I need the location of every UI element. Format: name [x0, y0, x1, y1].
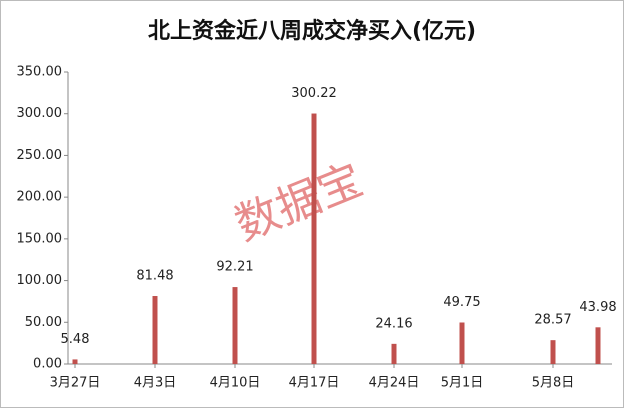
- y-tick-label: 0.00: [33, 357, 62, 372]
- y-tick-label: 250.00: [17, 148, 63, 163]
- bar: [72, 359, 78, 364]
- bar: [311, 113, 317, 364]
- value-label: 49.75: [443, 295, 480, 310]
- y-tick-label: 350.00: [17, 65, 63, 80]
- y-tick-label: 100.00: [17, 273, 63, 288]
- value-label: 92.21: [216, 260, 253, 275]
- bar: [459, 322, 465, 364]
- x-tick-label: 4月10日: [210, 376, 261, 391]
- bar: [152, 296, 158, 364]
- value-label: 24.16: [375, 316, 412, 331]
- x-tick-label: 3月27日: [50, 376, 101, 391]
- value-label: 5.48: [61, 332, 90, 347]
- x-tick-label: 5月8日: [532, 376, 575, 391]
- value-label: 81.48: [136, 269, 173, 284]
- chart-title: 北上资金近八周成交净买入(亿元): [148, 18, 476, 44]
- y-tick-label: 300.00: [17, 106, 63, 121]
- x-tick-label: 4月17日: [289, 376, 340, 391]
- x-tick-label: 4月3日: [134, 376, 177, 391]
- value-label: 43.98: [579, 300, 616, 315]
- y-tick-label: 50.00: [25, 315, 62, 330]
- bar: [550, 340, 556, 364]
- bar: [595, 327, 601, 364]
- bar: [232, 287, 238, 364]
- value-label: 28.57: [534, 313, 571, 328]
- value-label: 300.22: [291, 86, 337, 101]
- y-tick-label: 150.00: [17, 231, 63, 246]
- x-tick-label: 5月1日: [441, 376, 484, 391]
- x-tick-label: 4月24日: [369, 376, 420, 391]
- y-tick-label: 200.00: [17, 190, 63, 205]
- bar: [391, 343, 397, 364]
